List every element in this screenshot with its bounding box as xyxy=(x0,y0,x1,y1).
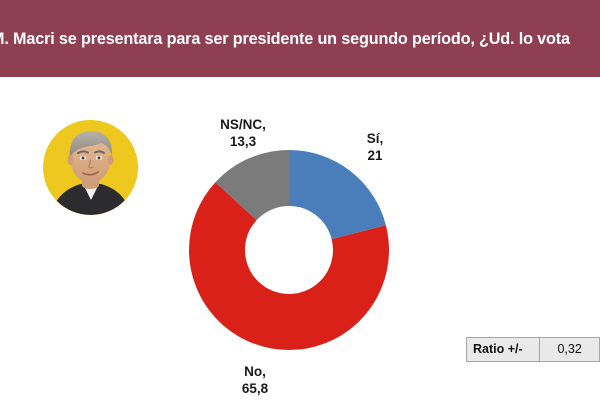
donut-slice-nsnc xyxy=(189,150,389,350)
donut-label-si: Sí, 21 xyxy=(330,130,420,164)
donut-label-no: No, 65,8 xyxy=(200,363,310,397)
title-banner: M. Macri se presentara para ser presiden… xyxy=(0,0,600,77)
ratio-table: Ratio +/- 0,32 xyxy=(465,337,600,362)
donut-label-si-name: Sí, xyxy=(366,131,384,146)
table-row: Ratio +/- 0,32 xyxy=(465,337,600,362)
donut-chart-svg xyxy=(189,150,389,350)
ratio-value: 0,32 xyxy=(539,337,600,362)
donut-label-nsnc: NS/NC, 13,3 xyxy=(188,116,298,150)
donut-slice-no xyxy=(189,150,389,350)
page-title: M. Macri se presentara para ser presiden… xyxy=(0,30,570,48)
ratio-label: Ratio +/- xyxy=(465,337,541,362)
donut-label-no-name: No, xyxy=(244,364,266,379)
donut-label-no-value: 65,8 xyxy=(241,381,269,396)
donut-label-nsnc-value: 13,3 xyxy=(229,134,257,149)
avatar xyxy=(43,120,138,215)
donut-label-si-value: 21 xyxy=(367,148,383,163)
avatar-photo xyxy=(43,120,138,215)
donut-label-nsnc-name: NS/NC, xyxy=(220,117,266,132)
donut-chart xyxy=(189,150,389,350)
